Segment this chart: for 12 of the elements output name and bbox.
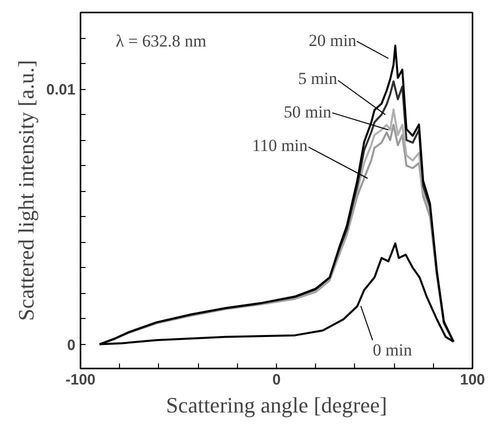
annotation: 110 min — [252, 136, 308, 155]
x-tick-label: -100 — [65, 372, 96, 388]
y-axis-title: Scattered light intensity [a.u.] — [13, 60, 38, 321]
annotation: 5 min — [298, 69, 338, 88]
annotation: 20 min — [308, 30, 357, 50]
x-tick-label: 0 — [272, 372, 281, 388]
annotation: λ = 632.8 nm — [116, 31, 206, 50]
annotation: 0 min — [372, 340, 412, 360]
x-axis-title: Scattering angle [degree] — [166, 392, 388, 418]
annotation: 50 min — [284, 102, 332, 122]
y-tick-label: 0.01 — [46, 82, 76, 99]
x-tick-label: 100 — [460, 372, 486, 388]
